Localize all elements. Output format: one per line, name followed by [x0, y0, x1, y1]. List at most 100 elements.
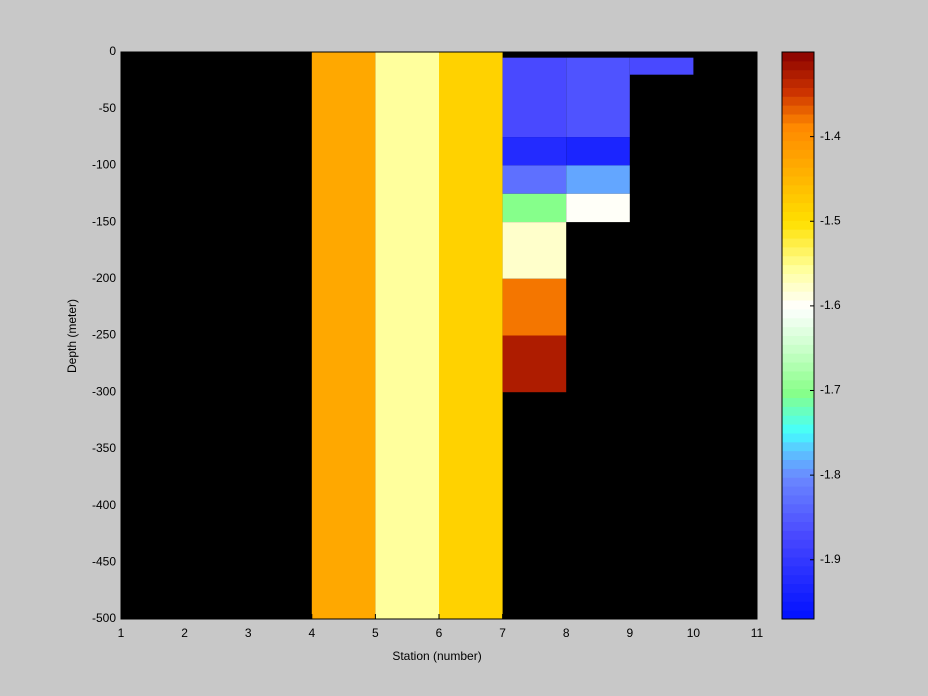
- colorbar-swatch: [782, 494, 814, 505]
- colorbar-swatch: [782, 291, 814, 301]
- colorbar-swatch: [782, 468, 814, 478]
- colorbar-swatch: [782, 300, 814, 310]
- colorbar-swatch: [782, 406, 814, 416]
- heatmap-cell: [629, 57, 694, 75]
- y-tick-label: -250: [92, 328, 116, 342]
- heatmap-cell: [502, 278, 567, 336]
- colorbar-tick-label: -1.4: [820, 129, 841, 143]
- heatmap-cell: [566, 165, 630, 194]
- colorbar-swatch: [782, 308, 814, 319]
- colorbar-swatch: [782, 282, 814, 292]
- colorbar-swatch: [782, 601, 814, 611]
- colorbar-tick-label: -1.9: [820, 552, 841, 566]
- colorbar-swatch: [782, 459, 814, 469]
- colorbar-swatch: [782, 60, 814, 71]
- heatmap-cell: [502, 57, 567, 138]
- heatmap-cell: [375, 52, 439, 619]
- y-tick-label: -200: [92, 271, 116, 285]
- colorbar-swatch: [782, 184, 814, 195]
- colorbar-swatch: [782, 255, 814, 266]
- colorbar-swatch: [782, 574, 814, 585]
- x-tick-label: 11: [751, 626, 764, 640]
- colorbar-tick-label: -1.8: [820, 467, 841, 481]
- colorbar-swatch: [782, 220, 814, 230]
- colorbar-swatch: [782, 176, 814, 186]
- y-tick-label: -100: [92, 158, 116, 172]
- colorbar-tick-label: -1.6: [820, 298, 841, 312]
- colorbar-frame: [781, 51, 815, 620]
- heatmap-cell: [502, 222, 567, 279]
- heatmap-cell: [566, 137, 630, 166]
- colorbar-swatch: [782, 105, 814, 115]
- colorbar-swatch: [782, 273, 814, 283]
- colorbar-swatch: [782, 503, 814, 514]
- colorbar-swatch: [782, 388, 814, 399]
- colorbar-swatch: [782, 556, 814, 567]
- x-tick-label: 2: [181, 626, 188, 640]
- colorbar-swatch: [782, 370, 814, 381]
- x-tick-label: 5: [372, 626, 379, 640]
- x-axis-label: Station (number): [392, 649, 481, 663]
- colorbar-swatch: [782, 87, 814, 97]
- colorbar-swatch: [782, 202, 814, 212]
- y-tick-label: 0: [109, 44, 116, 58]
- y-axis-label: Depth (meter): [65, 299, 79, 373]
- colorbar-swatch: [782, 344, 814, 354]
- colorbar-swatch: [782, 335, 814, 345]
- heatmap-cell: [439, 52, 503, 619]
- colorbar-swatch: [782, 548, 814, 558]
- y-tick-label: -500: [92, 611, 116, 625]
- colorbar-swatch: [782, 158, 814, 168]
- colorbar-swatch: [782, 317, 814, 328]
- colorbar-swatch: [782, 539, 814, 549]
- colorbar-swatch: [782, 521, 814, 531]
- x-tick-label: 8: [563, 626, 570, 640]
- colorbar-swatch: [782, 238, 814, 248]
- colorbar-swatch: [782, 362, 814, 372]
- y-tick-label: -450: [92, 554, 116, 568]
- x-tick-label: 4: [308, 626, 315, 640]
- y-tick-label: -50: [99, 101, 117, 115]
- colorbar-tick-label: -1.5: [820, 213, 841, 227]
- colorbar-swatch: [782, 122, 814, 133]
- colorbar-swatch: [782, 512, 814, 523]
- colorbar-swatch: [782, 486, 814, 496]
- colorbar-swatch: [782, 610, 814, 620]
- colorbar-swatch: [782, 96, 814, 106]
- colorbar-tick-label: -1.7: [820, 383, 841, 397]
- colorbar-swatch: [782, 78, 814, 88]
- x-tick-label: 6: [436, 626, 443, 640]
- colorbar-swatch: [782, 432, 814, 443]
- colorbar-swatch: [782, 441, 814, 452]
- colorbar-swatch: [782, 397, 814, 407]
- colorbar-swatch: [782, 131, 814, 142]
- heatmap-cell: [502, 335, 567, 393]
- colorbar-swatch: [782, 592, 814, 602]
- colorbar-swatch: [782, 52, 814, 62]
- colorbar-swatch: [782, 530, 814, 540]
- y-tick-label: -300: [92, 384, 116, 398]
- colorbar-swatch: [782, 246, 814, 257]
- colorbar-swatch: [782, 140, 814, 150]
- colorbar-swatch: [782, 583, 814, 593]
- colorbar-swatch: [782, 167, 814, 177]
- heatmap-cell: [502, 165, 567, 194]
- colorbar-swatch: [782, 565, 814, 576]
- colorbar-swatch: [782, 424, 814, 434]
- colorbar-swatch: [782, 264, 814, 274]
- colorbar-swatch: [782, 229, 814, 239]
- colorbar-swatch: [782, 114, 814, 124]
- colorbar-swatch: [782, 415, 814, 425]
- heatmap-cell: [566, 57, 630, 138]
- colorbar-swatch: [782, 353, 814, 363]
- colorbar-swatch: [782, 69, 814, 80]
- y-tick-label: -350: [92, 441, 116, 455]
- x-tick-label: 3: [245, 626, 252, 640]
- heatmap-cell: [502, 193, 567, 223]
- y-tick-label: -150: [92, 214, 116, 228]
- colorbar-swatch: [782, 211, 814, 221]
- x-tick-label: 10: [687, 626, 701, 640]
- y-tick-label: -400: [92, 498, 116, 512]
